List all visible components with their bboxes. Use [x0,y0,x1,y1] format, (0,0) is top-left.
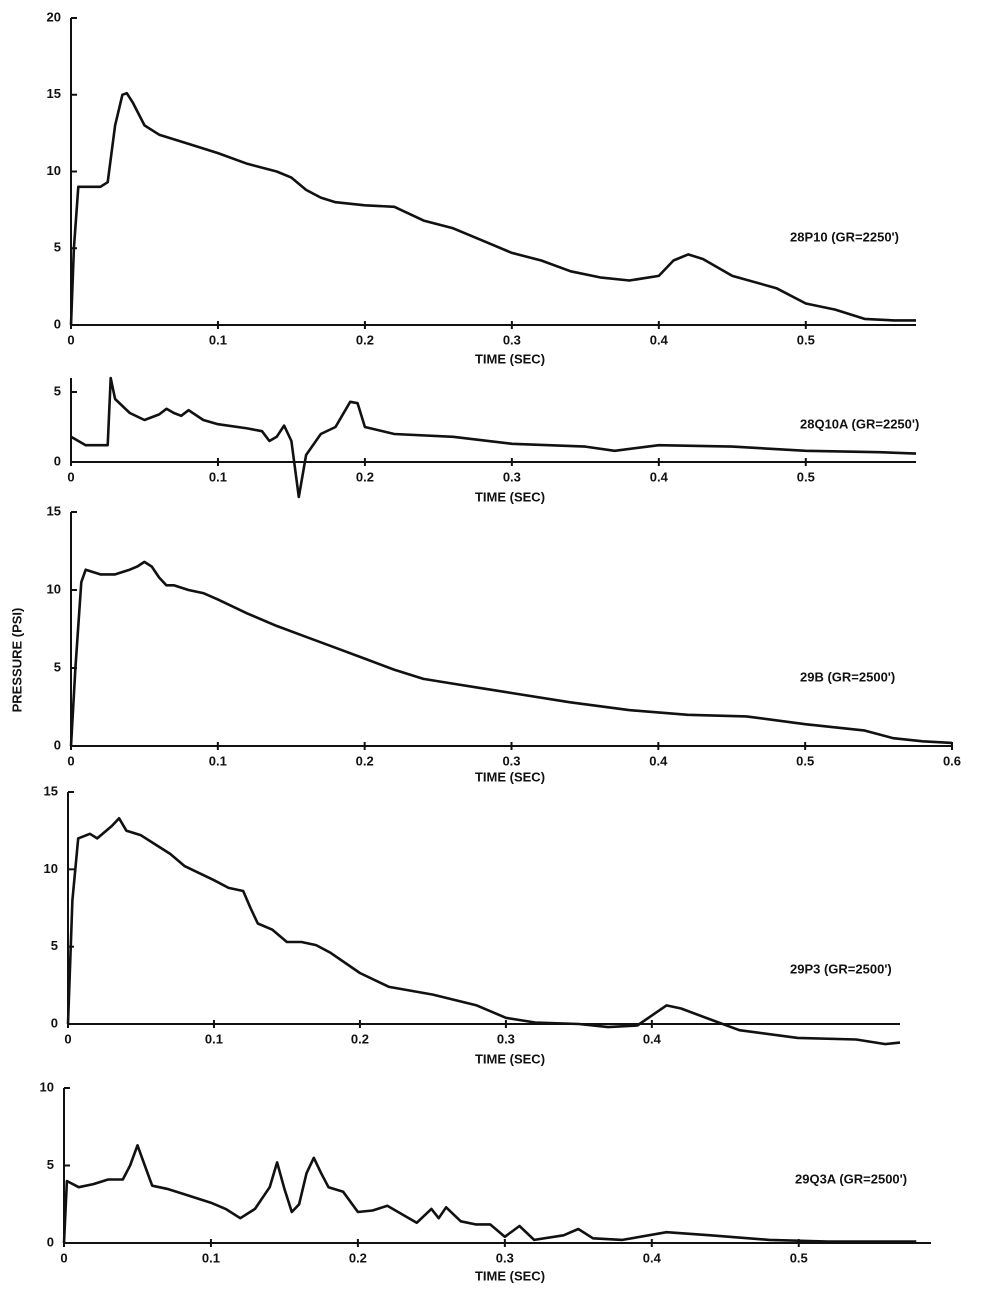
legend-label: 28Q10A (GR=2250') [800,416,919,431]
y-tick-label: 10 [40,1079,54,1094]
data-line [69,560,953,747]
y-tick-label: 10 [44,861,58,876]
legend-label: 28P10 (GR=2250') [790,229,899,244]
x-tick-label: 0.5 [790,1250,808,1265]
x-axis-label: TIME (SEC) [475,1268,545,1283]
y-tick-label: 0 [51,1015,58,1030]
x-tick-label: 0.2 [356,469,374,484]
y-tick-label: 5 [51,938,58,953]
legend-label: 29Q3A (GR=2500') [795,1171,907,1186]
x-tick-label: 0.3 [497,1031,515,1046]
y-tick-label: 10 [47,581,61,596]
data-line [66,817,901,1046]
data-line [69,91,916,326]
x-tick-label: 0.3 [496,1250,514,1265]
x-tick-label: 0.4 [643,1031,662,1046]
x-axis-label: TIME (SEC) [475,489,545,504]
x-axis-label: TIME (SEC) [475,1051,545,1066]
y-tick-label: 20 [47,9,61,24]
y-axis-label: PRESSURE (PSI) [9,608,24,713]
legend-label: 29P3 (GR=2500') [790,961,892,976]
x-tick-label: 0.1 [202,1250,220,1265]
x-tick-label: 0 [64,1031,71,1046]
x-tick-label: 0.1 [209,753,227,768]
y-tick-label: 0 [54,316,61,331]
x-tick-label: 0.6 [943,753,961,768]
x-tick-label: 0.4 [643,1250,662,1265]
x-tick-label: 0 [67,469,74,484]
x-tick-label: 0.2 [356,753,374,768]
x-tick-label: 0.5 [796,753,814,768]
y-tick-label: 5 [54,659,61,674]
data-line [62,1144,917,1244]
data-line [70,376,917,499]
x-axis-label: TIME (SEC) [475,769,545,784]
x-tick-label: 0.4 [650,332,669,347]
y-tick-label: 10 [47,163,61,178]
x-tick-label: 0.2 [351,1031,369,1046]
y-tick-label: 15 [47,503,61,518]
x-tick-label: 0.1 [209,332,227,347]
y-tick-label: 5 [47,1157,54,1172]
y-tick-label: 5 [54,383,61,398]
x-tick-label: 0.2 [356,332,374,347]
x-tick-label: 0.5 [797,332,815,347]
y-tick-label: 5 [54,240,61,255]
x-tick-label: 0.2 [349,1250,367,1265]
x-tick-label: 0.5 [797,469,815,484]
y-tick-label: 0 [54,737,61,752]
x-tick-label: 0.4 [649,753,668,768]
y-tick-label: 15 [47,86,61,101]
x-tick-label: 0 [67,753,74,768]
x-tick-label: 0 [67,332,74,347]
y-tick-label: 15 [44,783,58,798]
x-tick-label: 0.3 [503,332,521,347]
y-tick-label: 0 [54,453,61,468]
x-tick-label: 0.4 [650,469,669,484]
x-tick-label: 0.1 [209,469,227,484]
x-tick-label: 0.3 [503,469,521,484]
y-tick-label: 0 [47,1234,54,1249]
x-axis-label: TIME (SEC) [475,351,545,366]
x-tick-label: 0.1 [205,1031,223,1046]
legend-label: 29B (GR=2500') [800,669,895,684]
x-tick-label: 0.3 [502,753,520,768]
x-tick-label: 0 [60,1250,67,1265]
